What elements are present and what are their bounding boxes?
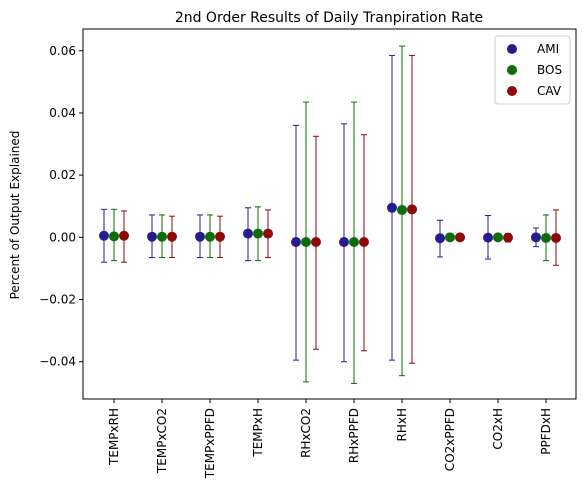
legend-marker-ami [507, 44, 517, 54]
x-tick-label: RHxH [395, 408, 409, 442]
point-bos [445, 232, 455, 243]
point-ami [147, 231, 157, 242]
legend: AMI BOS CAV [494, 35, 571, 105]
point-cav [311, 236, 321, 247]
y-tick-label: 0.02 [49, 168, 76, 182]
legend-marker-bos [507, 65, 517, 75]
point-cav [263, 228, 273, 239]
x-tick-label: TEMPxPPFD [203, 408, 217, 479]
x-tick-label: PPFDxH [539, 408, 553, 455]
point-bos [349, 236, 359, 247]
y-tick-label: −0.04 [39, 355, 76, 369]
point-ami [99, 230, 109, 241]
point-ami [291, 236, 301, 247]
point-bos [253, 228, 263, 239]
y-tick-label: 0.00 [49, 230, 76, 244]
chart-title: 2nd Order Results of Daily Tranpiration … [175, 10, 483, 26]
x-tick-label: TEMPxH [251, 408, 265, 458]
point-cav [359, 236, 369, 247]
point-ami [243, 228, 253, 239]
point-bos [397, 204, 407, 215]
point-ami [483, 232, 493, 243]
point-bos [157, 231, 167, 242]
point-bos [493, 232, 503, 243]
x-tick-label: RHxCO2 [299, 408, 313, 458]
point-cav [215, 231, 225, 242]
point-cav [455, 232, 465, 243]
x-tick-label: CO2xH [491, 408, 505, 450]
x-tick-label: RHxPPFD [347, 408, 361, 463]
legend-label-ami: AMI [537, 42, 559, 56]
point-bos [109, 231, 119, 242]
point-ami [339, 236, 349, 247]
point-cav [407, 204, 417, 215]
legend-marker-cav [507, 86, 517, 96]
point-cav [167, 231, 177, 242]
legend-label-bos: BOS [537, 63, 562, 77]
point-cav [503, 232, 513, 243]
plot-frame [82, 28, 577, 400]
legend-label-cav: CAV [537, 84, 562, 98]
point-cav [119, 230, 129, 241]
y-axis-label: Percent of Output Explained [8, 131, 22, 300]
y-tick-label: 0.04 [49, 106, 76, 120]
point-ami [531, 232, 541, 243]
point-bos [205, 231, 215, 242]
y-tick-label: 0.06 [49, 44, 76, 58]
point-bos [301, 236, 311, 247]
plot-area [99, 45, 561, 384]
point-bos [541, 232, 551, 243]
x-tick-label: TEMPxCO2 [155, 408, 169, 474]
point-cav [551, 232, 561, 243]
y-tick-label: −0.02 [39, 293, 76, 307]
point-ami [195, 231, 205, 242]
point-ami [435, 233, 445, 244]
x-tick-label: TEMPxRH [107, 408, 121, 466]
x-tick-label: CO2xPPFD [443, 408, 457, 471]
point-ami [387, 202, 397, 213]
